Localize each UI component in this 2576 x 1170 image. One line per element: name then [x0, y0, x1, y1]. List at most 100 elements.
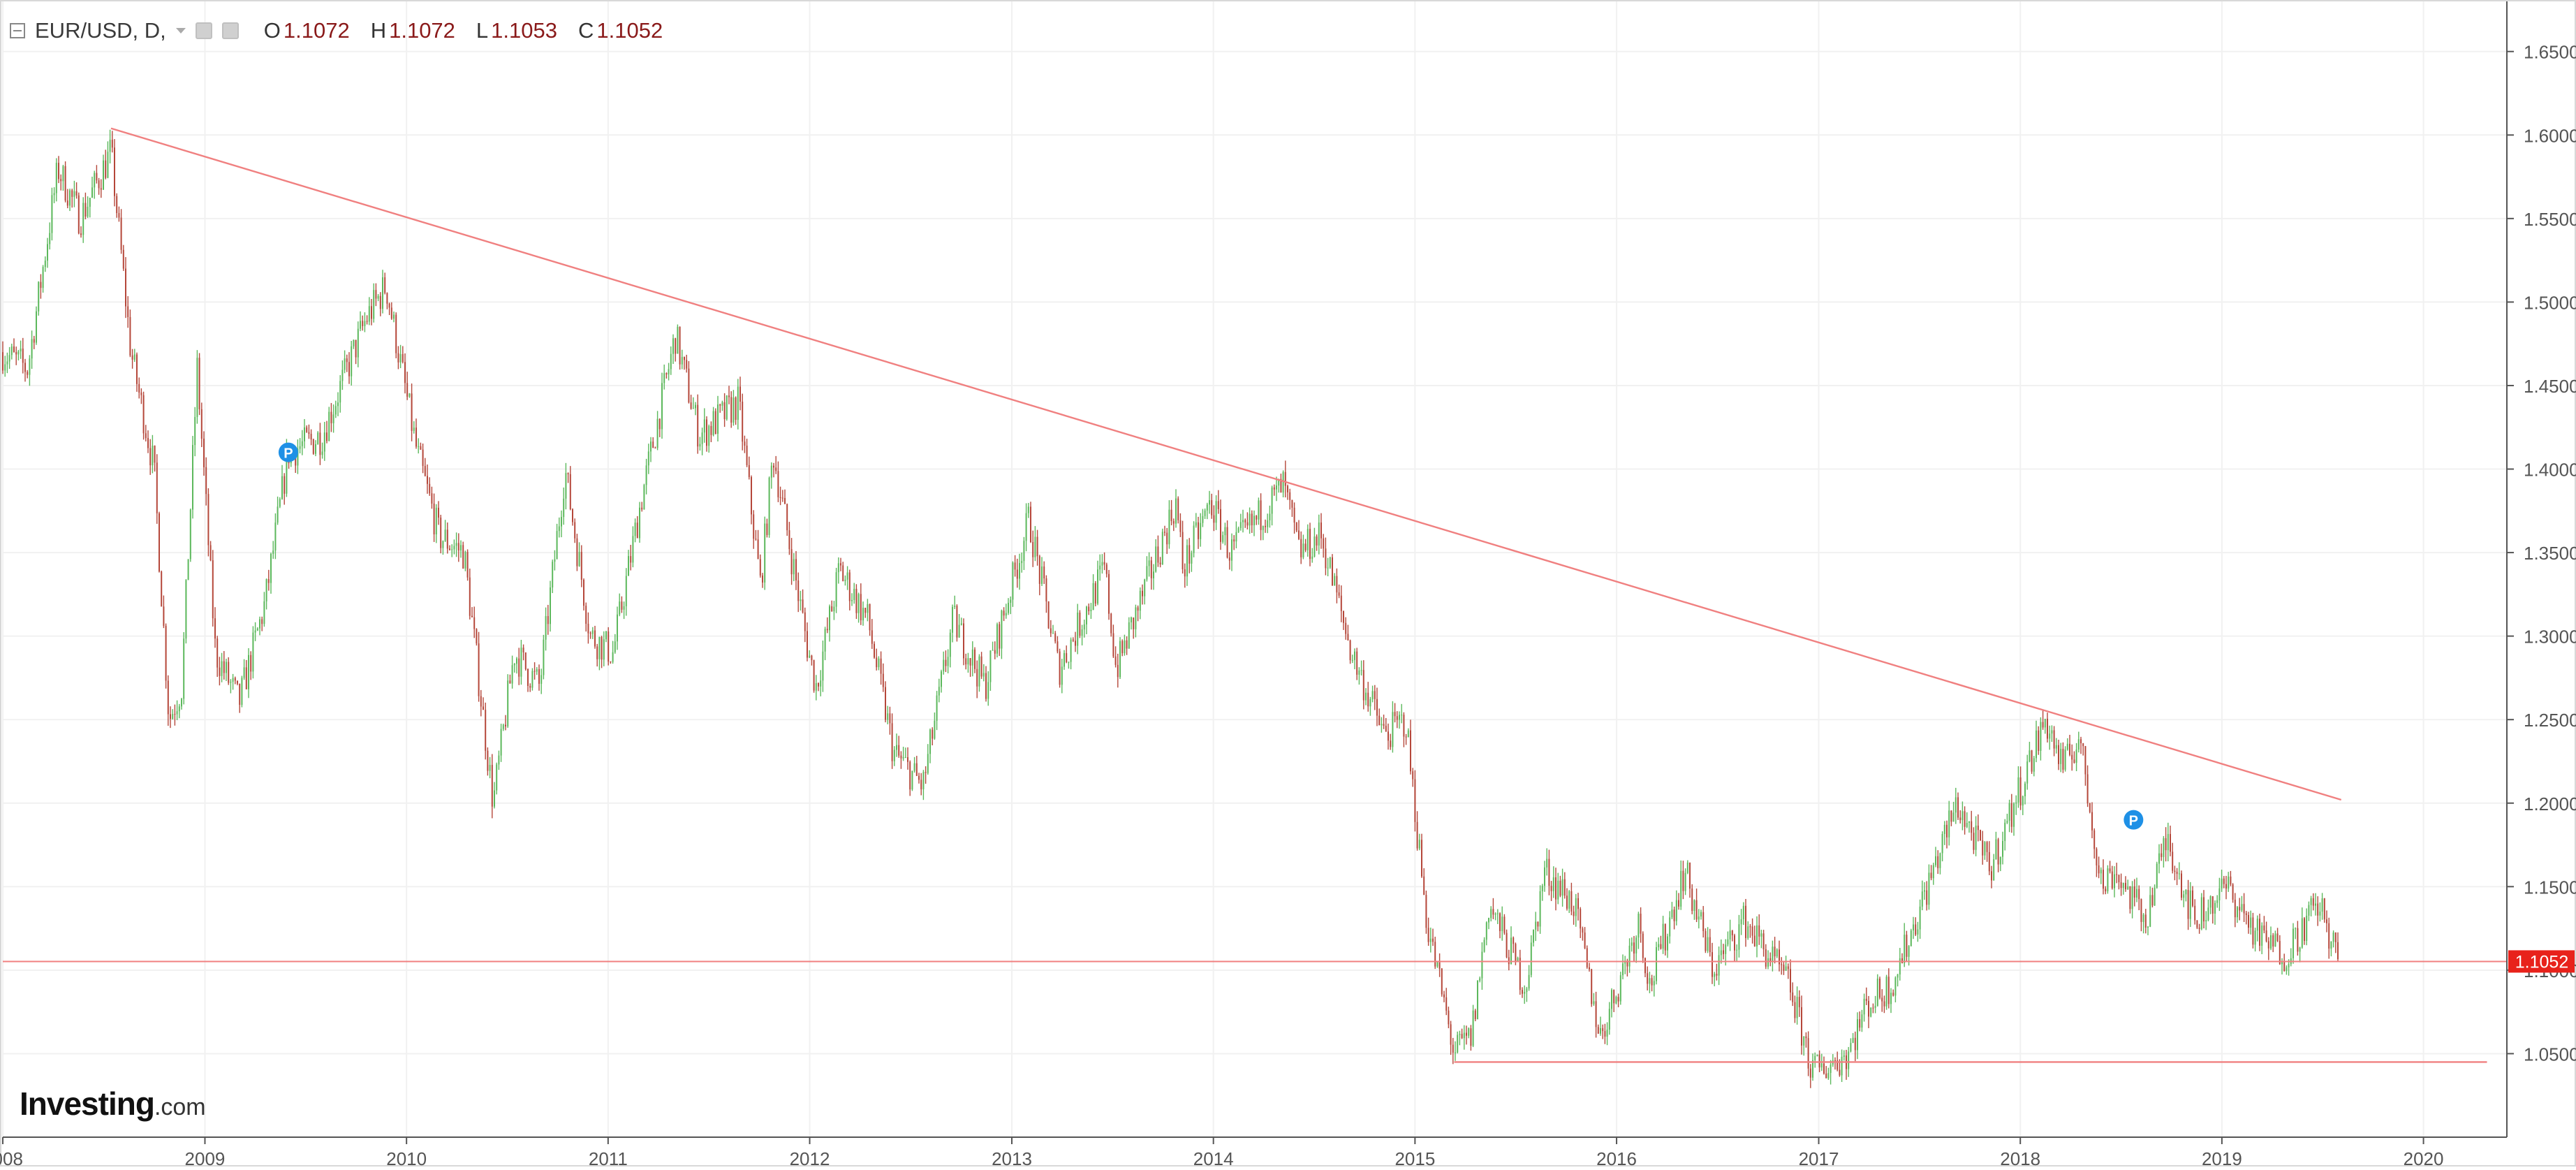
candle-body [1535, 921, 1537, 930]
candle-body [552, 562, 554, 588]
candle-body [2332, 932, 2334, 942]
candle-body [1604, 1031, 1606, 1037]
collapse-legend-icon[interactable] [10, 23, 25, 38]
candle-body [2337, 942, 2339, 960]
candle-body [480, 696, 482, 707]
candle-body [2230, 876, 2232, 885]
candle-body [1573, 911, 1575, 916]
candle-body [1200, 522, 1202, 539]
candle-body [1850, 1043, 1852, 1052]
candle-body [1589, 967, 1590, 970]
candle-body [1153, 571, 1154, 578]
candle-body [228, 661, 230, 683]
candle-body [505, 724, 506, 726]
candle-body [163, 606, 165, 626]
candle-body [241, 678, 243, 705]
candle-body [681, 357, 683, 365]
candle-body [239, 683, 241, 705]
candle-body [1503, 916, 1506, 933]
candle-body [1182, 532, 1184, 569]
drawn-lines[interactable] [3, 127, 2507, 1063]
candle-body [451, 549, 453, 550]
candle-body [145, 433, 147, 439]
candle-body [585, 606, 587, 624]
candle-body [279, 499, 281, 507]
candle-body [1541, 886, 1543, 891]
candle-body [80, 233, 82, 235]
chevron-down-icon[interactable] [175, 28, 186, 34]
candle-body [565, 473, 567, 499]
event-marker[interactable] [2124, 810, 2144, 830]
candle-body [221, 661, 223, 676]
candle-body [952, 606, 953, 633]
candle-body [2163, 838, 2165, 857]
candle-body [2127, 886, 2129, 890]
investing-logo[interactable]: Investing.com [20, 1085, 206, 1123]
candle-body [1356, 651, 1358, 675]
candle-body [723, 402, 726, 420]
candle-body [1857, 1019, 1858, 1051]
candle-body [904, 757, 906, 759]
candle-body [1159, 562, 1161, 565]
candles [2, 129, 2339, 1088]
candle-body [1206, 504, 1208, 511]
candle-body [587, 623, 589, 634]
candle-body [149, 448, 152, 466]
candle-body [1416, 821, 1418, 849]
high-value: H 1.1072 [370, 18, 455, 43]
candle-body [1975, 826, 1977, 850]
candle-body [770, 465, 772, 478]
candle-body [864, 608, 867, 613]
candle-body [630, 556, 632, 563]
settings-icon[interactable] [195, 22, 212, 39]
candle-body [418, 446, 420, 447]
candle-body [1879, 979, 1881, 998]
format-icon[interactable] [221, 22, 239, 39]
candle-body [1662, 923, 1664, 949]
candle-body [790, 549, 793, 575]
candle-body [652, 441, 654, 448]
candle-body [728, 395, 730, 397]
candle-body [2225, 884, 2227, 889]
candle-body [2239, 907, 2241, 911]
candle-body [2187, 889, 2189, 919]
logo-suffix: .com [154, 1094, 206, 1120]
candle-body [911, 770, 913, 790]
candle-body [397, 353, 399, 363]
candle-body [1827, 1072, 1830, 1078]
candle-body [2223, 878, 2225, 884]
candle-body [721, 402, 723, 406]
candle-body [2263, 925, 2265, 931]
candle-body [1537, 921, 1539, 927]
candle-body [422, 449, 424, 467]
candle-body [1434, 942, 1436, 967]
candle-body [1184, 569, 1186, 577]
trendline[interactable] [110, 127, 2342, 801]
event-marker[interactable] [278, 442, 298, 462]
candle-body [446, 529, 448, 549]
candle-body [1552, 877, 1554, 891]
candle-body [310, 434, 312, 440]
candle-body [2142, 914, 2144, 922]
candle-body [2211, 896, 2214, 914]
event-markers[interactable]: PP [278, 442, 2144, 830]
candle-body [1309, 529, 1311, 560]
candle-body [2091, 812, 2093, 831]
candle-body [860, 594, 862, 621]
candle-body [368, 306, 370, 322]
candle-body [1235, 532, 1237, 542]
candle-body [1034, 536, 1036, 557]
symbol-label[interactable]: EUR/USD, D, [35, 18, 166, 43]
candle-body [2176, 872, 2178, 875]
candle-body [170, 714, 171, 719]
candle-body [373, 290, 375, 319]
price-tick-label: 1.5500 [2524, 209, 2576, 230]
candle-body [100, 188, 102, 190]
candle-body [1249, 513, 1251, 526]
candle-body [677, 326, 679, 354]
candle-body [612, 652, 614, 662]
candle-body [842, 565, 844, 581]
candle-body [1723, 950, 1724, 954]
